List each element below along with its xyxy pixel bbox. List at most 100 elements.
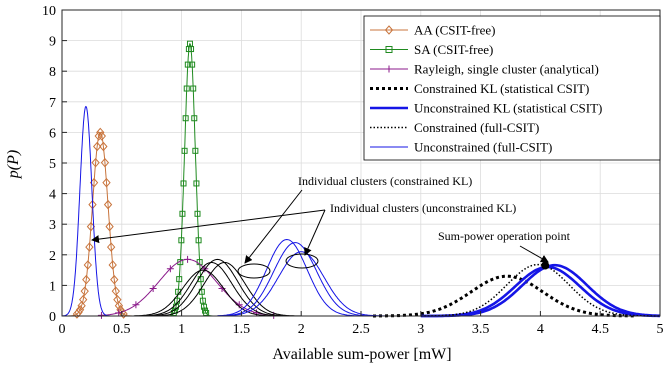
annotation-unconstrained-clusters: Individual clusters (unconstrained KL) [330, 201, 516, 215]
series-0-marker-24 [110, 274, 119, 285]
series-0-marker-23 [108, 260, 117, 270]
series-1-marker-11 [182, 115, 189, 122]
x-tick-label-10: 5 [657, 322, 664, 337]
curves [62, 40, 660, 319]
series-0-marker-8 [85, 242, 94, 252]
series-2-marker-9 [149, 284, 157, 292]
series-7-curve-1 [133, 262, 302, 317]
legend-item-5: Constrained (full-CSIT) [370, 120, 539, 135]
annotation-operation-point: Sum-power operation point [438, 229, 571, 243]
series-0-marker-4 [79, 294, 88, 305]
series-1-marker-9 [180, 180, 187, 187]
series-0-marker-19 [102, 177, 111, 188]
ellipse-constrained-clusters [237, 263, 271, 279]
legend-item-1: SA (CSIT-free) [370, 42, 493, 57]
arrow-unconstrained-right [304, 209, 326, 256]
x-tick-label-3: 1.5 [233, 322, 251, 337]
series-1-marker-7 [178, 237, 185, 244]
x-tick-label-0: 0 [59, 322, 66, 337]
series-2-marker-12 [166, 265, 174, 273]
legend-item-3: Constrained KL (statistical CSIT) [370, 81, 589, 96]
y-tick-label-3: 3 [49, 218, 56, 233]
series-1-marker-28 [200, 303, 207, 310]
annotation-constrained-clusters: Individual clusters (constrained KL) [298, 174, 472, 188]
series-2-marker-3 [115, 309, 123, 317]
series-1-marker-10 [181, 147, 188, 154]
series-3-curve-0 [373, 274, 637, 318]
legend-marker-1 [385, 46, 393, 53]
series-1-marker-13 [184, 61, 191, 68]
annotations: Individual clusters (constrained KL) Ind… [91, 174, 571, 279]
series-1-marker-27 [199, 297, 206, 304]
series-1-marker-23 [195, 237, 202, 244]
legend-label-0: AA (CSIT-free) [414, 23, 495, 38]
legend-item-4: Unconstrained KL (statistical CSIT) [370, 101, 602, 116]
series-1-marker-21 [193, 180, 200, 187]
series-1-marker-30 [203, 309, 210, 316]
x-tick-label-7: 3.5 [472, 322, 490, 337]
x-tick-label-2: 1 [178, 322, 185, 337]
legend-item-0: AA (CSIT-free) [370, 23, 495, 38]
legend-box [363, 15, 661, 161]
legend-marker-0 [384, 25, 394, 35]
series-1-marker-18 [190, 85, 197, 92]
series-1-marker-5 [176, 276, 183, 283]
y-tick-label-4: 4 [49, 188, 56, 203]
series-0-marker-22 [106, 242, 116, 252]
series-0-marker-25 [111, 286, 120, 296]
y-axis-label: p(P) [5, 150, 22, 179]
y-tick-label-0: 0 [49, 310, 56, 325]
series-1-marker-22 [194, 210, 201, 217]
series-4-curve-1 [420, 263, 660, 318]
series-0-marker-20 [103, 199, 113, 210]
x-tick-label-9: 4.5 [591, 322, 609, 337]
legend-label-5: Constrained (full-CSIT) [414, 120, 539, 135]
series-3 [373, 274, 637, 318]
series-0-marker-6 [82, 274, 91, 285]
series-1-marker-12 [183, 85, 190, 92]
operation-point-marker [541, 261, 550, 270]
series-1-marker-16 [188, 46, 195, 53]
y-tick-label-6: 6 [49, 126, 56, 141]
legend-label-3: Constrained KL (statistical CSIT) [414, 81, 589, 96]
legend-label-1: SA (CSIT-free) [414, 42, 493, 57]
x-tick-label-5: 2.5 [352, 322, 370, 337]
x-tick-label-1: 0.5 [113, 322, 131, 337]
series-4 [420, 263, 660, 318]
x-axis-label: Available sum-power [mW] [272, 346, 451, 363]
series-5-curve-0 [420, 263, 660, 317]
series-0-marker-12 [91, 157, 100, 168]
series-2-marker-6 [132, 301, 140, 309]
x-tick-label-6: 3 [417, 322, 424, 337]
y-tick-label-7: 7 [49, 96, 56, 111]
series-7-curve-2 [133, 258, 302, 317]
series-1-marker-19 [191, 115, 198, 122]
series-1 [163, 40, 218, 317]
y-tick-label-10: 10 [42, 4, 56, 19]
legend-item-6: Unconstrained (full-CSIT) [370, 140, 552, 155]
series-0-marker-18 [100, 157, 110, 168]
series-0-marker-15 [96, 127, 105, 138]
series-1-marker-17 [189, 61, 196, 68]
series-8-curve-2 [217, 251, 385, 317]
series-1-marker-8 [179, 210, 186, 217]
series-2-marker-0 [97, 311, 105, 319]
legend-marker-2 [385, 65, 393, 73]
arrow-unconstrained-left [91, 209, 326, 244]
ticks: 0 0.5 1 1.5 2 2.5 3 3.5 4 4.5 5 0 1 2 3 4 5 6 7 8 9 10 [42, 4, 664, 337]
series-0-marker-21 [105, 221, 114, 232]
series-5 [420, 263, 660, 317]
series-0-marker-5 [80, 286, 89, 296]
legend-label-4: Unconstrained KL (statistical CSIT) [414, 101, 602, 116]
series-0-marker-17 [99, 141, 108, 152]
series-8-curve-1 [217, 242, 385, 317]
series-1-marker-20 [192, 147, 199, 154]
y-tick-label-1: 1 [49, 279, 56, 294]
x-tick-label-8: 4 [537, 322, 544, 337]
y-tick-label-8: 8 [49, 65, 56, 80]
series-0-marker-16 [97, 131, 106, 141]
legend-label-2: Rayleigh, single cluster (analytical) [414, 62, 599, 77]
legend: AA (CSIT-free) SA (CSIT-free) Rayleigh, si… [363, 15, 661, 161]
legend-label-6: Unconstrained (full-CSIT) [414, 140, 552, 155]
